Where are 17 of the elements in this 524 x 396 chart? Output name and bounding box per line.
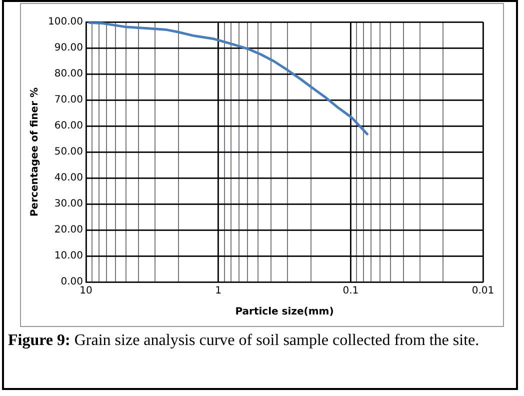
x-tick-label: 0.01 bbox=[472, 286, 494, 297]
y-tick-label: 10.00 bbox=[54, 250, 83, 262]
caption: Figure 9: Grain size analysis curve of soil sample collected from the site. bbox=[8, 331, 480, 351]
y-tick-label: 20.00 bbox=[54, 224, 83, 236]
x-axis-title: Particle size(mm) bbox=[235, 306, 334, 318]
y-tick-label: 50.00 bbox=[54, 146, 83, 158]
y-tick-label: 30.00 bbox=[54, 198, 83, 210]
y-tick-label: 40.00 bbox=[54, 172, 83, 184]
x-tick-label: 0.1 bbox=[342, 286, 359, 297]
y-tick-label: 60.00 bbox=[54, 120, 83, 132]
y-tick-label: 70.00 bbox=[54, 94, 83, 106]
x-tick-label: 10 bbox=[80, 286, 92, 297]
y-tick-label: 100.00 bbox=[48, 16, 83, 28]
y-tick-label: 80.00 bbox=[54, 68, 83, 80]
x-tick-label: 1 bbox=[215, 286, 222, 297]
y-tick-label: 90.00 bbox=[54, 42, 83, 54]
y-axis-title: Percentagee of finer % bbox=[30, 87, 41, 217]
